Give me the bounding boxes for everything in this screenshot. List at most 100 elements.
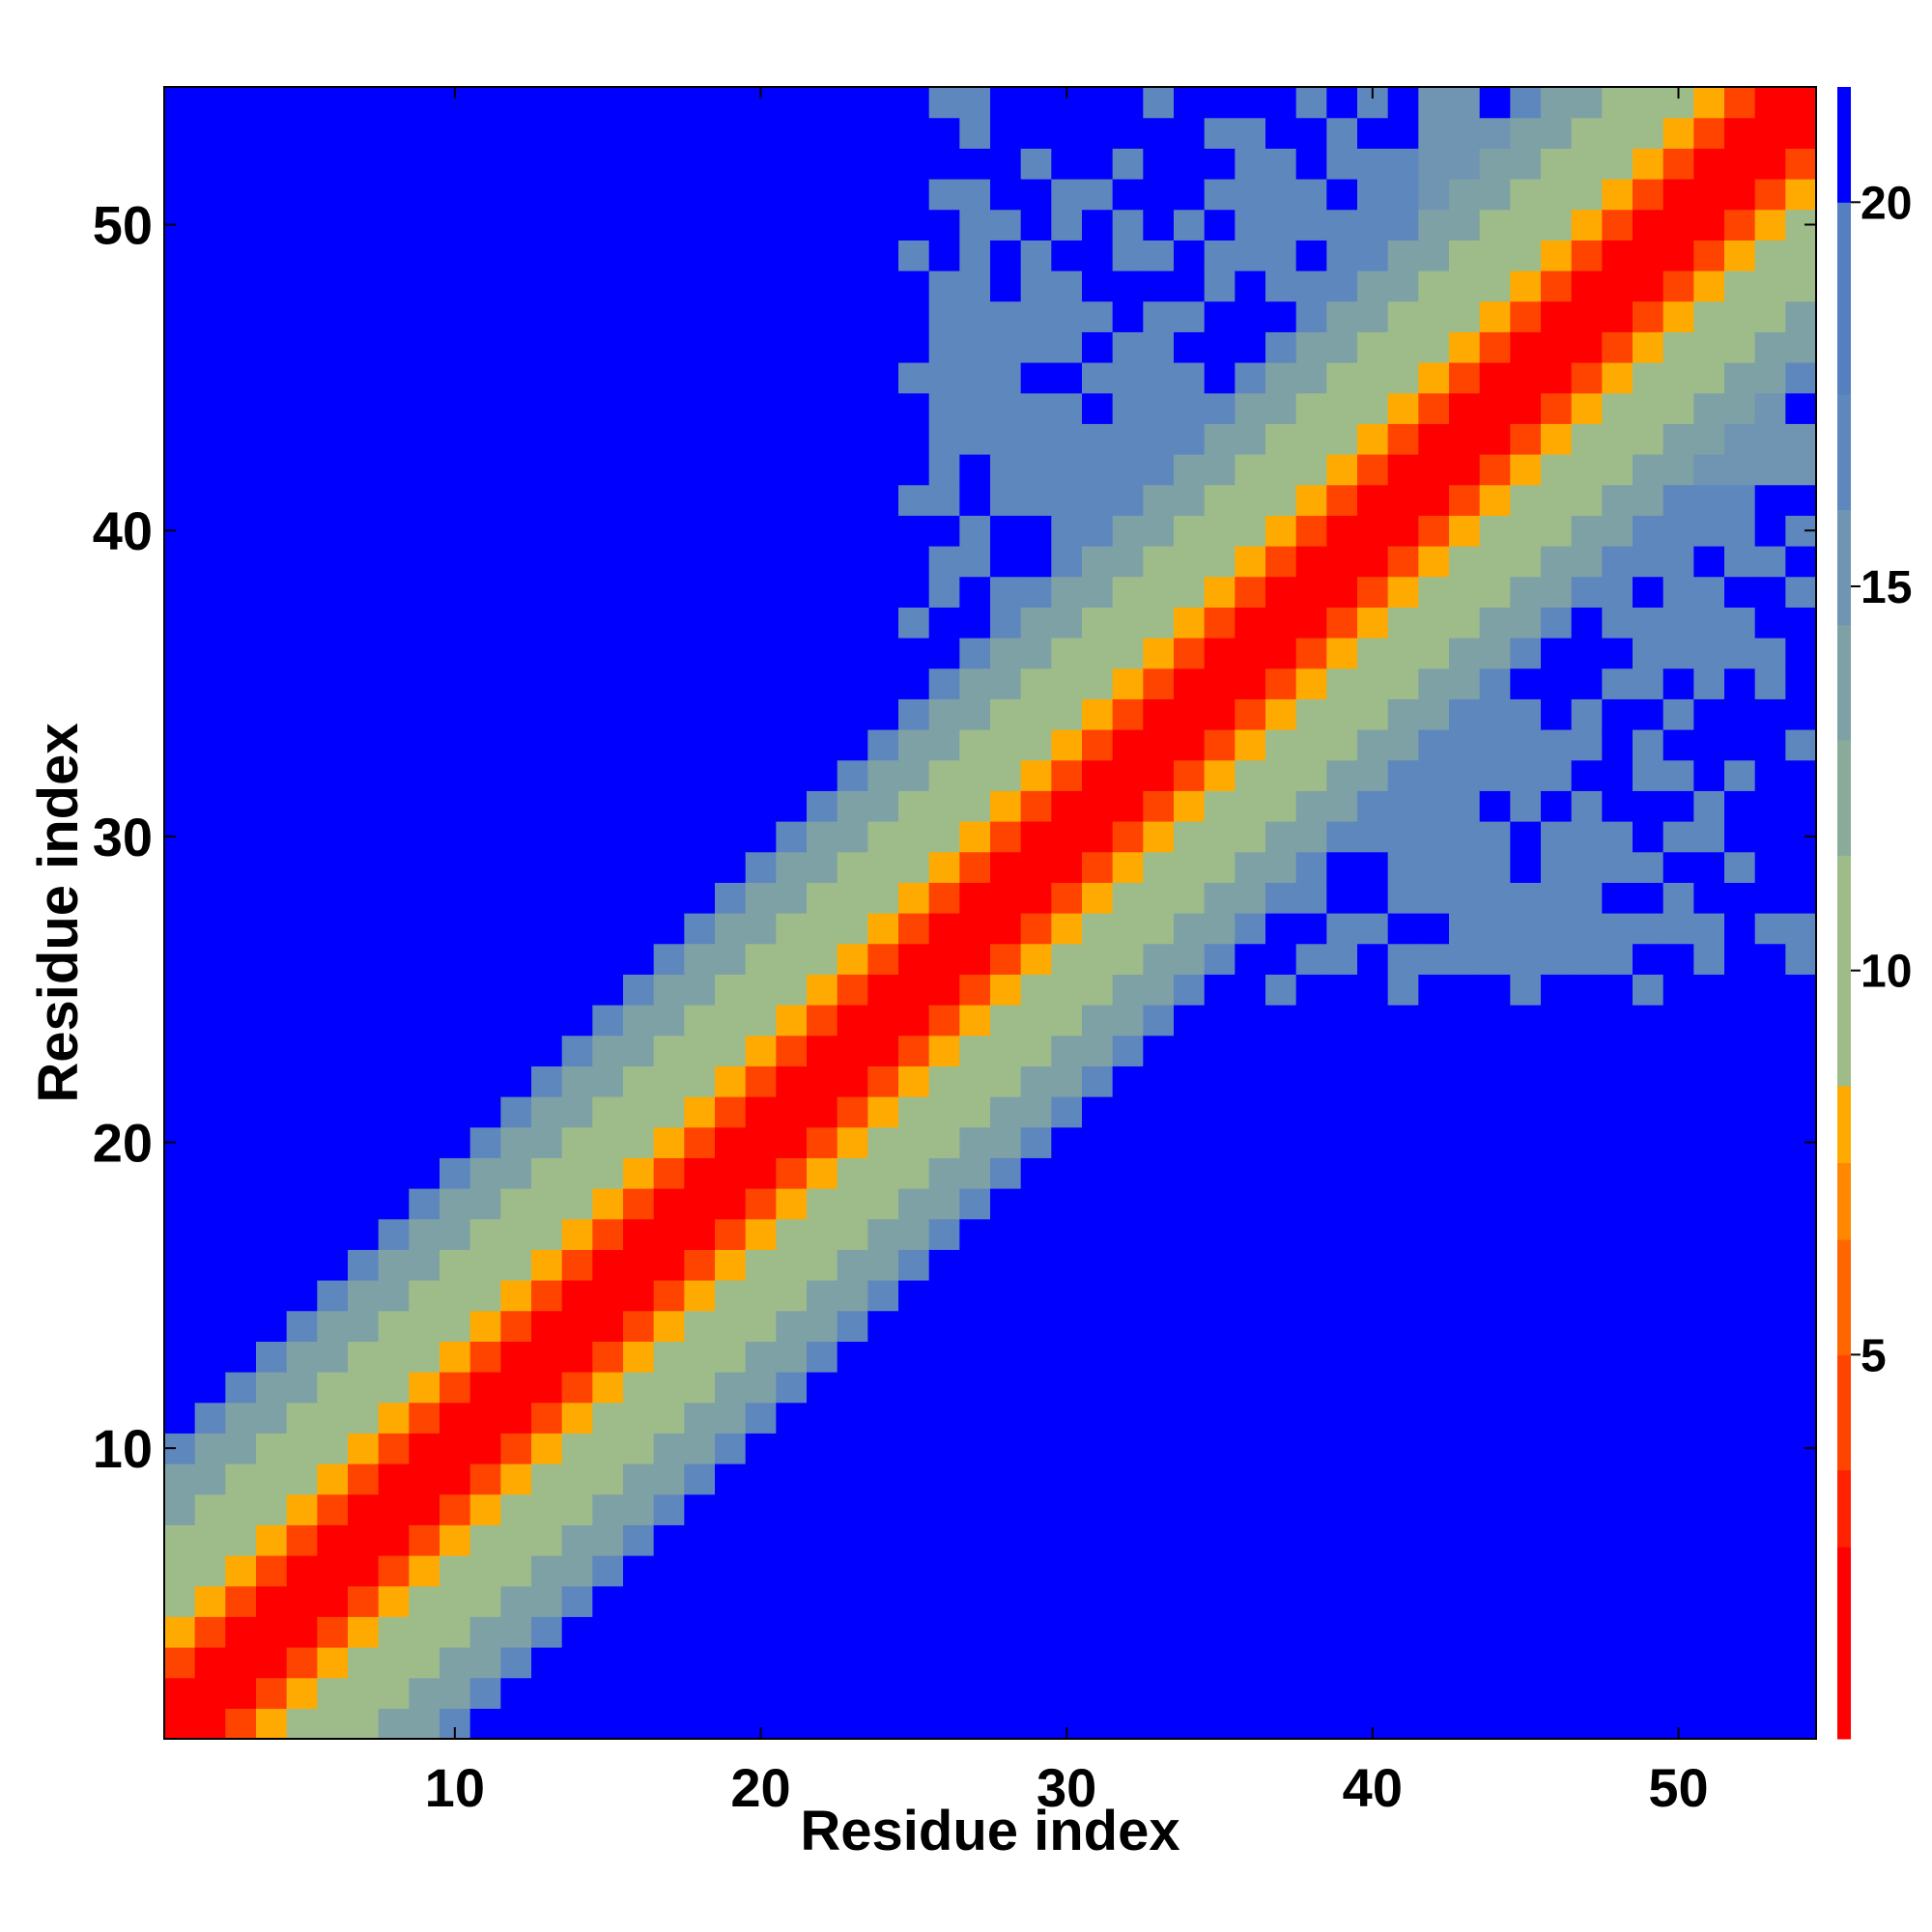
heatmap-cell [1754,974,1786,1006]
heatmap-cell [1235,1218,1266,1250]
heatmap-cell [776,1585,808,1617]
heatmap-cell [1571,1096,1603,1128]
heatmap-cell [531,209,563,241]
heatmap-cell [1204,148,1236,180]
heatmap-cell [776,1708,808,1740]
heatmap-cell [837,1341,868,1373]
heatmap-cell [1754,790,1786,822]
heatmap-cell [378,1005,410,1037]
heatmap-cell [1449,974,1481,1006]
heatmap-cell [1754,913,1786,945]
heatmap-cell [1387,270,1419,302]
heatmap-cell [1204,1433,1236,1464]
heatmap-cell [1204,1157,1236,1189]
heatmap-cell [867,87,899,119]
heatmap-cell [807,454,838,486]
heatmap-cell [500,1402,532,1434]
heatmap-cell [378,1708,410,1740]
heatmap-cell [1785,484,1817,516]
heatmap-cell [1693,1677,1725,1709]
heatmap-cell [1112,974,1144,1006]
heatmap-cell [531,1157,563,1189]
heatmap-cell [500,729,532,761]
heatmap-cell [348,729,380,761]
heatmap-cell [1633,515,1664,547]
heatmap-cell [867,759,899,791]
heatmap-cell [1387,1677,1419,1709]
heatmap-cell [1174,1555,1206,1587]
y-axis-title: Residue index [27,723,90,1102]
heatmap-cell [1204,515,1236,547]
heatmap-cell [807,300,838,332]
heatmap-cell [1510,943,1542,975]
heatmap-cell [164,1493,196,1525]
heatmap-cell [225,1065,257,1097]
heatmap-cell [1295,1249,1327,1281]
heatmap-cell [1174,484,1206,516]
heatmap-cell [1479,1035,1511,1066]
colorbar-segment [1837,394,1851,510]
heatmap-cell [194,179,226,211]
heatmap-cell [1479,607,1511,639]
heatmap-cell [164,1372,196,1404]
heatmap-cell [409,300,440,332]
heatmap-cell [898,790,930,822]
heatmap-cell [469,668,501,699]
heatmap-cell [1541,1096,1573,1128]
heatmap-cell [776,270,808,302]
heatmap-cell [653,270,685,302]
heatmap-cell [378,607,410,639]
heatmap-cell [1541,607,1573,639]
heatmap-cell [776,576,808,608]
heatmap-cell [653,943,685,975]
heatmap-cell [348,87,380,119]
heatmap-cell [409,1096,440,1128]
heatmap-cell [440,1463,471,1495]
heatmap-cell [1418,913,1450,945]
heatmap-cell [1541,821,1573,853]
heatmap-cell [348,1005,380,1037]
heatmap-cell [1785,1218,1817,1250]
heatmap-cell [1387,1433,1419,1464]
heatmap-cell [1602,117,1634,149]
heatmap-cell [1449,1677,1481,1709]
heatmap-cell [684,1372,716,1404]
heatmap-cell [1020,454,1052,486]
heatmap-cell [684,1708,716,1740]
heatmap-cell [1112,1218,1144,1250]
heatmap-cell [1265,1647,1297,1679]
heatmap-cell [1112,1310,1144,1342]
heatmap-cell [867,698,899,730]
heatmap-cell [561,1433,593,1464]
heatmap-cell [715,1402,747,1434]
heatmap-cell [256,454,288,486]
heatmap-cell [1020,974,1052,1006]
heatmap-cell [561,392,593,424]
heatmap-cell [1724,1616,1756,1648]
heatmap-cell [164,546,196,578]
heatmap-cell [194,668,226,699]
heatmap-cell [1571,607,1603,639]
heatmap-cell [1326,1035,1358,1066]
heatmap-cell [623,1126,655,1158]
heatmap-cell [1204,729,1236,761]
heatmap-cell [500,423,532,455]
heatmap-cell [928,943,960,975]
heatmap-cell [807,240,838,271]
heatmap-cell [776,1065,808,1097]
heatmap-cell [286,362,318,394]
heatmap-cell [500,1188,532,1220]
heatmap-cell [286,1280,318,1312]
heatmap-cell [1265,1188,1297,1220]
heatmap-cell [1510,87,1542,119]
heatmap-cell [715,1585,747,1617]
heatmap-cell [440,515,471,547]
heatmap-cell [715,1341,747,1373]
heatmap-cell [256,1585,288,1617]
heatmap-cell [1418,515,1450,547]
heatmap-cell [1479,1493,1511,1525]
heatmap-cell [348,1096,380,1128]
heatmap-cell [317,179,349,211]
heatmap-cell [286,1463,318,1495]
heatmap-cell [1571,1647,1603,1679]
